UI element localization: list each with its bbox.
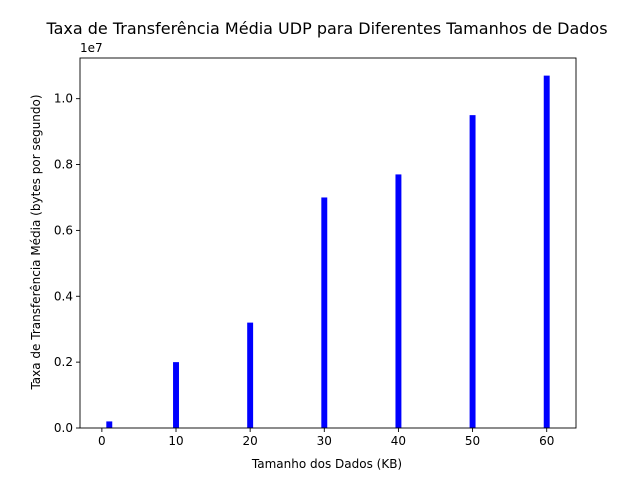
y-axis-offset-label: 1e7 bbox=[80, 41, 103, 55]
x-tick-label: 30 bbox=[317, 434, 332, 448]
x-axis-ticks: 0 10 20 30 40 50 60 bbox=[98, 428, 554, 448]
x-tick-label: 20 bbox=[243, 434, 258, 448]
x-tick-label: 60 bbox=[539, 434, 554, 448]
bar-1kb bbox=[106, 421, 113, 428]
bar-10kb bbox=[173, 362, 179, 428]
y-tick-label: 0.8 bbox=[54, 158, 73, 172]
bar-60kb bbox=[543, 75, 550, 428]
plot-frame bbox=[79, 57, 577, 429]
y-tick-label: 0.6 bbox=[54, 223, 73, 237]
x-tick-label: 40 bbox=[391, 434, 406, 448]
bar-30kb bbox=[321, 197, 328, 428]
y-tick-label: 0.4 bbox=[54, 289, 73, 303]
y-tick-label: 0.2 bbox=[54, 355, 73, 369]
y-tick-label: 0.0 bbox=[54, 421, 73, 435]
y-tick-label: 1.0 bbox=[54, 92, 73, 106]
chart-title: Taxa de Transferência Média UDP para Dif… bbox=[45, 19, 607, 38]
bar-50kb bbox=[469, 115, 476, 429]
bars-group bbox=[106, 75, 550, 429]
y-axis-label: Taxa de Transferência Média (bytes por s… bbox=[29, 94, 43, 390]
x-tick-label: 10 bbox=[168, 434, 183, 448]
x-tick-label: 50 bbox=[465, 434, 480, 448]
bar-20kb bbox=[247, 322, 254, 428]
x-axis-label: Tamanho dos Dados (KB) bbox=[251, 457, 402, 471]
bar-40kb bbox=[395, 174, 402, 428]
x-tick-label: 0 bbox=[98, 434, 106, 448]
y-axis-ticks: 0.0 0.2 0.4 0.6 0.8 1.0 bbox=[54, 92, 80, 435]
